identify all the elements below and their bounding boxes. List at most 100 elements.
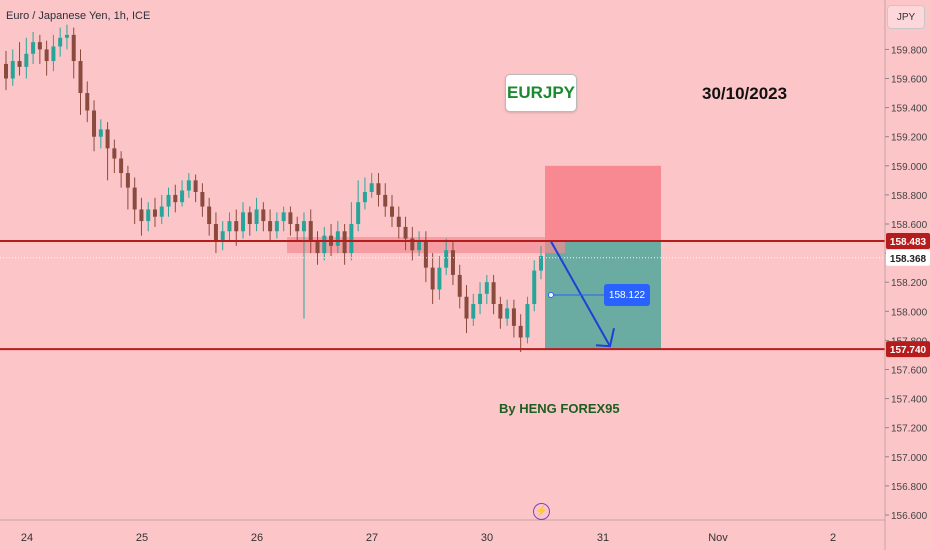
down-arrow: [548, 240, 615, 348]
candle-body: [119, 158, 124, 174]
price-axis[interactable]: 156.600 156.800 157.000 157.200 157.400 157.6…: [885, 45, 928, 522]
candle-body: [362, 191, 367, 203]
candle-body: [484, 282, 489, 294]
candle-body: [37, 42, 42, 50]
candle-body: [44, 49, 49, 62]
candle-body: [166, 194, 171, 207]
candle-body: [423, 241, 428, 268]
price-label-text: 157.740: [890, 345, 927, 356]
candle-body: [64, 34, 69, 38]
y-tick-label: 157.200: [891, 424, 928, 435]
author-annotation: By HENG FOREX95: [499, 401, 620, 416]
candle-body: [349, 224, 354, 254]
x-tick-label: 24: [21, 532, 33, 544]
x-tick-label: 2: [830, 532, 836, 544]
candle-body: [396, 216, 401, 227]
flash-icon[interactable]: ⚡: [533, 503, 550, 520]
candle-body: [444, 250, 449, 268]
price-label-text: 158.483: [890, 237, 927, 248]
y-tick-label: 159.800: [891, 45, 928, 56]
x-tick-label: 25: [136, 532, 148, 544]
candle-body: [539, 256, 543, 271]
currency-button[interactable]: JPY: [887, 5, 925, 29]
candle-body: [85, 93, 90, 111]
target-anchor-dot: [548, 292, 554, 298]
price-labels: 158.483 158.368 157.740: [886, 233, 930, 358]
y-tick-label: 158.000: [891, 307, 928, 318]
x-tick-label: 27: [366, 532, 378, 544]
candle-body: [213, 224, 218, 242]
price-label-box: [886, 233, 930, 250]
candle-body: [51, 46, 56, 62]
candle-body: [356, 202, 361, 224]
candle-body: [491, 282, 496, 305]
candle-body: [498, 304, 503, 319]
candle-body: [220, 231, 225, 242]
candle-body: [471, 304, 476, 319]
candle-body: [261, 209, 266, 222]
candle-body: [139, 209, 144, 222]
candle-body: [505, 308, 510, 319]
y-tick-label: 157.600: [891, 366, 928, 377]
candle-body: [234, 221, 239, 232]
candle-body: [532, 270, 537, 305]
price-label-text: 158.368: [890, 254, 927, 265]
candle-body: [125, 173, 130, 188]
candle-body: [159, 206, 164, 217]
date-annotation: 30/10/2023: [702, 84, 788, 103]
candle-body: [369, 183, 374, 192]
arrow-shaft: [550, 240, 611, 347]
x-tick-label: 30: [481, 532, 493, 544]
candle-body: [295, 224, 300, 232]
candle-body: [281, 212, 286, 222]
candle-body: [17, 61, 22, 67]
candle-body: [511, 308, 516, 326]
y-tick-label: 157.400: [891, 395, 928, 406]
candle-body: [146, 209, 151, 222]
candle-body: [403, 226, 408, 239]
arrow-head: [595, 328, 615, 348]
y-tick-label: 158.800: [891, 191, 928, 202]
candle-body: [383, 194, 388, 207]
candle-body: [105, 129, 110, 149]
candle-body: [92, 110, 97, 137]
candle-body: [478, 293, 483, 305]
candle-body: [152, 209, 157, 217]
candle-body: [315, 241, 320, 254]
candle-body: [98, 129, 103, 137]
candle-body: [464, 296, 469, 319]
candle-body: [518, 325, 523, 338]
candle-body: [173, 194, 178, 203]
candle-body: [31, 42, 36, 54]
candle-body: [78, 61, 83, 94]
candle-body: [417, 241, 422, 251]
price-label-box: [886, 341, 930, 358]
y-tick-label: 156.800: [891, 482, 928, 493]
y-tick-label: 158.600: [891, 220, 928, 231]
candle-body: [322, 235, 327, 254]
candle-body: [58, 37, 63, 47]
candle-body: [410, 238, 415, 251]
candle-body: [342, 231, 347, 254]
x-tick-label: Nov: [708, 532, 728, 544]
candle-body: [132, 187, 137, 210]
x-tick-label: 26: [251, 532, 263, 544]
candle-body: [288, 212, 293, 224]
candle-body: [268, 221, 273, 232]
time-axis[interactable]: 24 25 26 27 30 31 Nov 2: [21, 532, 836, 544]
y-tick-label: 159.400: [891, 104, 928, 115]
candle-body: [207, 206, 212, 224]
candle-body: [186, 180, 191, 191]
candle-body: [4, 63, 8, 79]
candle-body: [24, 53, 29, 67]
horizontal-levels[interactable]: [0, 240, 885, 351]
candle-body: [390, 206, 395, 217]
candle-body: [450, 250, 455, 275]
candle-body: [335, 231, 340, 246]
y-tick-label: 156.600: [891, 511, 928, 522]
candle-body: [247, 212, 252, 224]
candle-body: [180, 190, 185, 203]
candle-body: [241, 212, 246, 232]
candle-body: [71, 34, 76, 62]
